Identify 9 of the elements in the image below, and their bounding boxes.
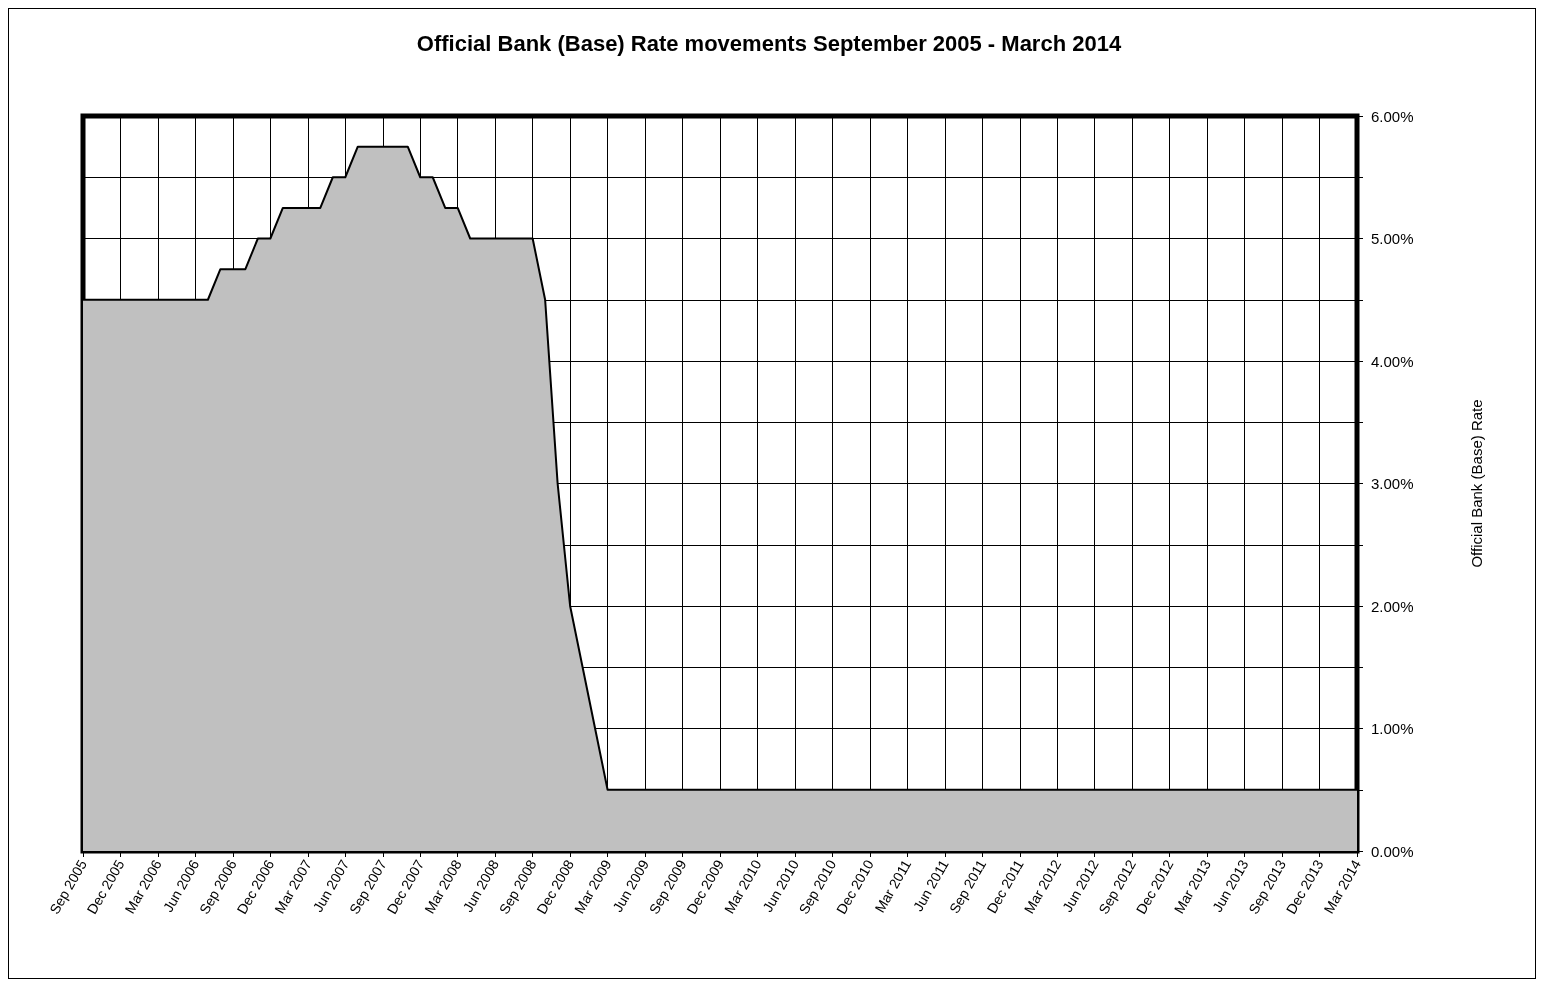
y-axis-title: Official Bank (Base) Rate [1468,399,1485,568]
y-tick-label: 3.00% [1371,475,1414,492]
y-tick-label: 2.00% [1371,597,1414,615]
chart-title: Official Bank (Base) Rate movements September 2005 - March 2014 [416,30,1122,56]
y-tick-label: 0.00% [1371,842,1414,860]
y-tick-label: 5.00% [1371,230,1414,247]
y-tick-label: 1.00% [1371,720,1414,737]
y-tick-label: 4.00% [1371,352,1414,370]
y-tick-label: 6.00% [1371,107,1414,125]
